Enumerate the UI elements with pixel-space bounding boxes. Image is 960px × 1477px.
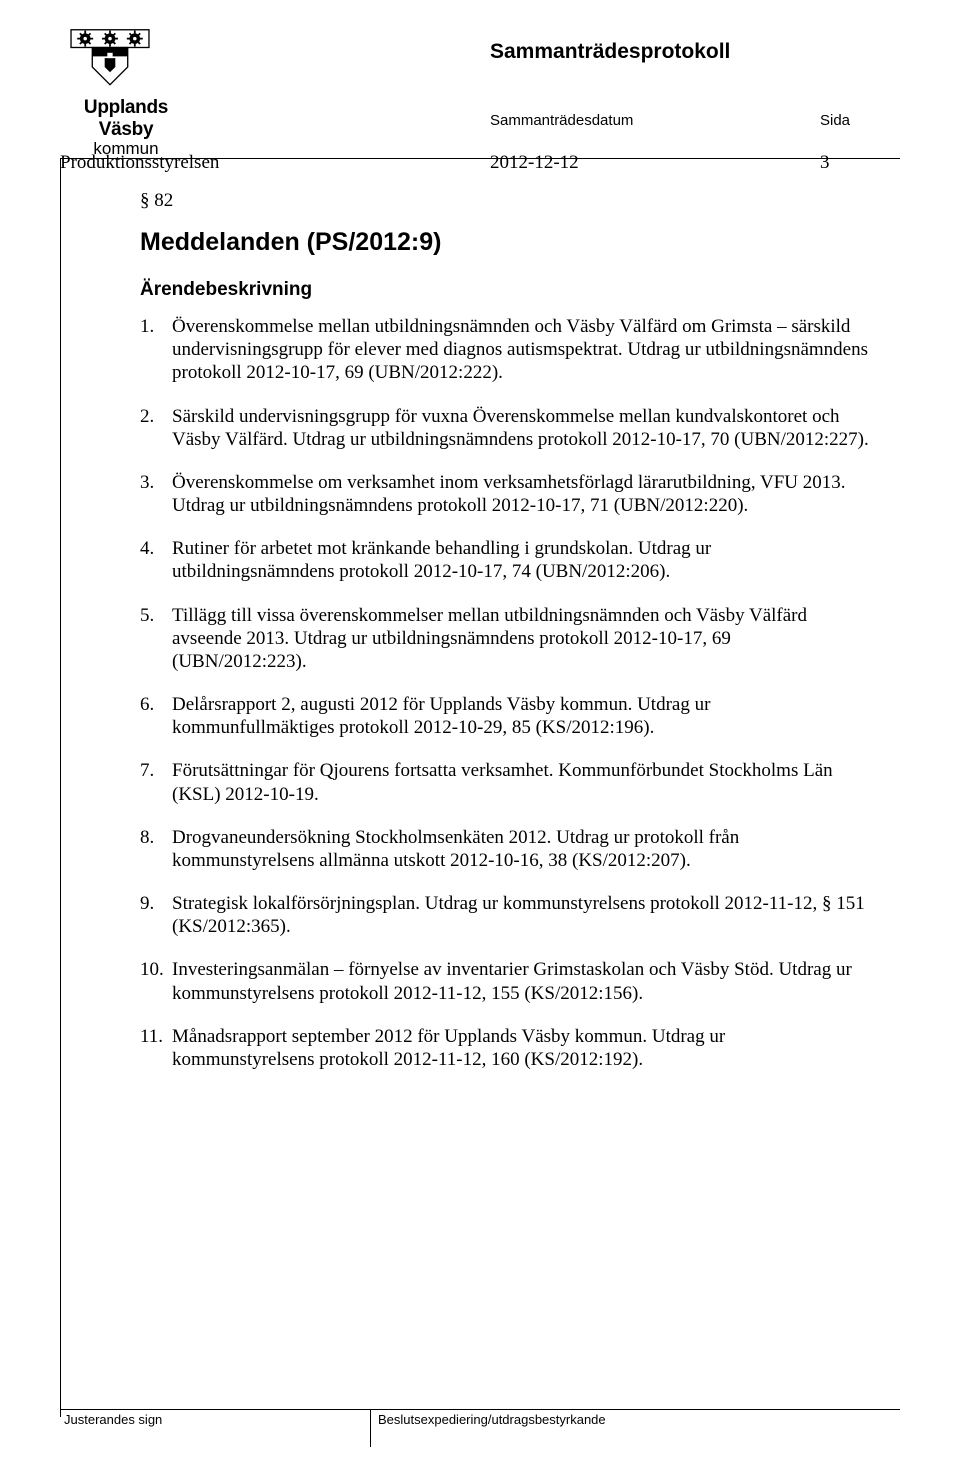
- item-number: 8.: [140, 826, 154, 849]
- item-text: Förutsättningar för Qjourens fortsatta v…: [172, 760, 833, 804]
- list-item: 4. Rutiner för arbetet mot kränkande beha…: [140, 537, 870, 583]
- list-item: 2. Särskild undervisningsgrupp för vuxna …: [140, 405, 870, 451]
- footer-left-label: Justerandes sign: [60, 1412, 370, 1427]
- list-item: 9. Strategisk lokalförsörjningsplan. Utdr…: [140, 892, 870, 938]
- item-number: 7.: [140, 759, 154, 782]
- footer-right-label: Beslutsexpediering/utdragsbestyrkande: [370, 1412, 900, 1427]
- list-item: 10. Investeringsanmälan – förnyelse av in…: [140, 958, 870, 1004]
- side-label: Sida: [820, 112, 900, 129]
- item-text: Investeringsanmälan – förnyelse av inven…: [172, 959, 852, 1003]
- body-name: Produktionsstyrelsen: [60, 152, 490, 174]
- list-item: 3. Överenskommelse om verksamhet inom ver…: [140, 471, 870, 517]
- item-text: Strategisk lokalförsörjningsplan. Utdrag…: [172, 893, 865, 937]
- item-text: Tillägg till vissa överenskommelser mell…: [172, 605, 807, 672]
- list-item: 11. Månadsrapport september 2012 för Uppl…: [140, 1025, 870, 1071]
- logo-svg: [60, 28, 160, 90]
- item-number: 3.: [140, 471, 154, 494]
- list-item: 5. Tillägg till vissa överenskommelser me…: [140, 604, 870, 674]
- section-ref: § 82: [140, 190, 870, 212]
- footer-rule: [60, 1409, 900, 1410]
- list-item: 6. Delårsrapport 2, augusti 2012 för Uppl…: [140, 693, 870, 739]
- item-number: 1.: [140, 315, 154, 338]
- footer: Justerandes sign Beslutsexpediering/utdr…: [60, 1409, 900, 1447]
- item-text: Delårsrapport 2, augusti 2012 för Upplan…: [172, 694, 710, 738]
- date-label: Sammanträdesdatum: [490, 112, 820, 129]
- left-rule: [60, 158, 61, 1417]
- header-rule: [60, 158, 900, 159]
- item-text: Överenskommelse om verksamhet inom verks…: [172, 472, 846, 516]
- meta-labels: Sammanträdesdatum Sida: [490, 112, 900, 129]
- content: § 82 Meddelanden (PS/2012:9) Ärendebeskr…: [140, 190, 870, 1091]
- date-value: 2012-12-12: [490, 152, 820, 174]
- item-text: Drogvaneundersökning Stockholmsenkäten 2…: [172, 827, 739, 871]
- item-text: Särskild undervisningsgrupp för vuxna Öv…: [172, 406, 869, 450]
- item-number: 4.: [140, 537, 154, 560]
- list-item: 8. Drogvaneundersökning Stockholmsenkäten…: [140, 826, 870, 872]
- item-number: 6.: [140, 693, 154, 716]
- page-number: 3: [820, 152, 900, 174]
- logo-brand-text: Upplands Väsby: [60, 97, 192, 141]
- item-number: 10.: [140, 958, 164, 981]
- item-number: 11.: [140, 1025, 163, 1048]
- item-text: Överenskommelse mellan utbildningsnämnde…: [172, 316, 868, 383]
- item-number: 5.: [140, 604, 154, 627]
- footer-labels: Justerandes sign Beslutsexpediering/utdr…: [60, 1412, 900, 1427]
- item-text: Månadsrapport september 2012 för Uppland…: [172, 1026, 725, 1070]
- doc-title: Sammanträdesprotokoll: [490, 40, 730, 64]
- item-number: 9.: [140, 892, 154, 915]
- item-number: 2.: [140, 405, 154, 428]
- list-item: 1. Överenskommelse mellan utbildningsnämn…: [140, 315, 870, 385]
- list-item: 7. Förutsättningar för Qjourens fortsatta…: [140, 759, 870, 805]
- section-title: Meddelanden (PS/2012:9): [140, 228, 870, 257]
- item-text: Rutiner för arbetet mot kränkande behand…: [172, 538, 711, 582]
- page: Upplands Väsby kommun Sammanträdesprotok…: [0, 0, 960, 1477]
- item-list: 1. Överenskommelse mellan utbildningsnämn…: [140, 315, 870, 1071]
- meta-values: Produktionsstyrelsen 2012-12-12 3: [60, 152, 900, 174]
- section-subheading: Ärendebeskrivning: [140, 279, 870, 301]
- municipal-logo: Upplands Väsby kommun: [60, 28, 192, 159]
